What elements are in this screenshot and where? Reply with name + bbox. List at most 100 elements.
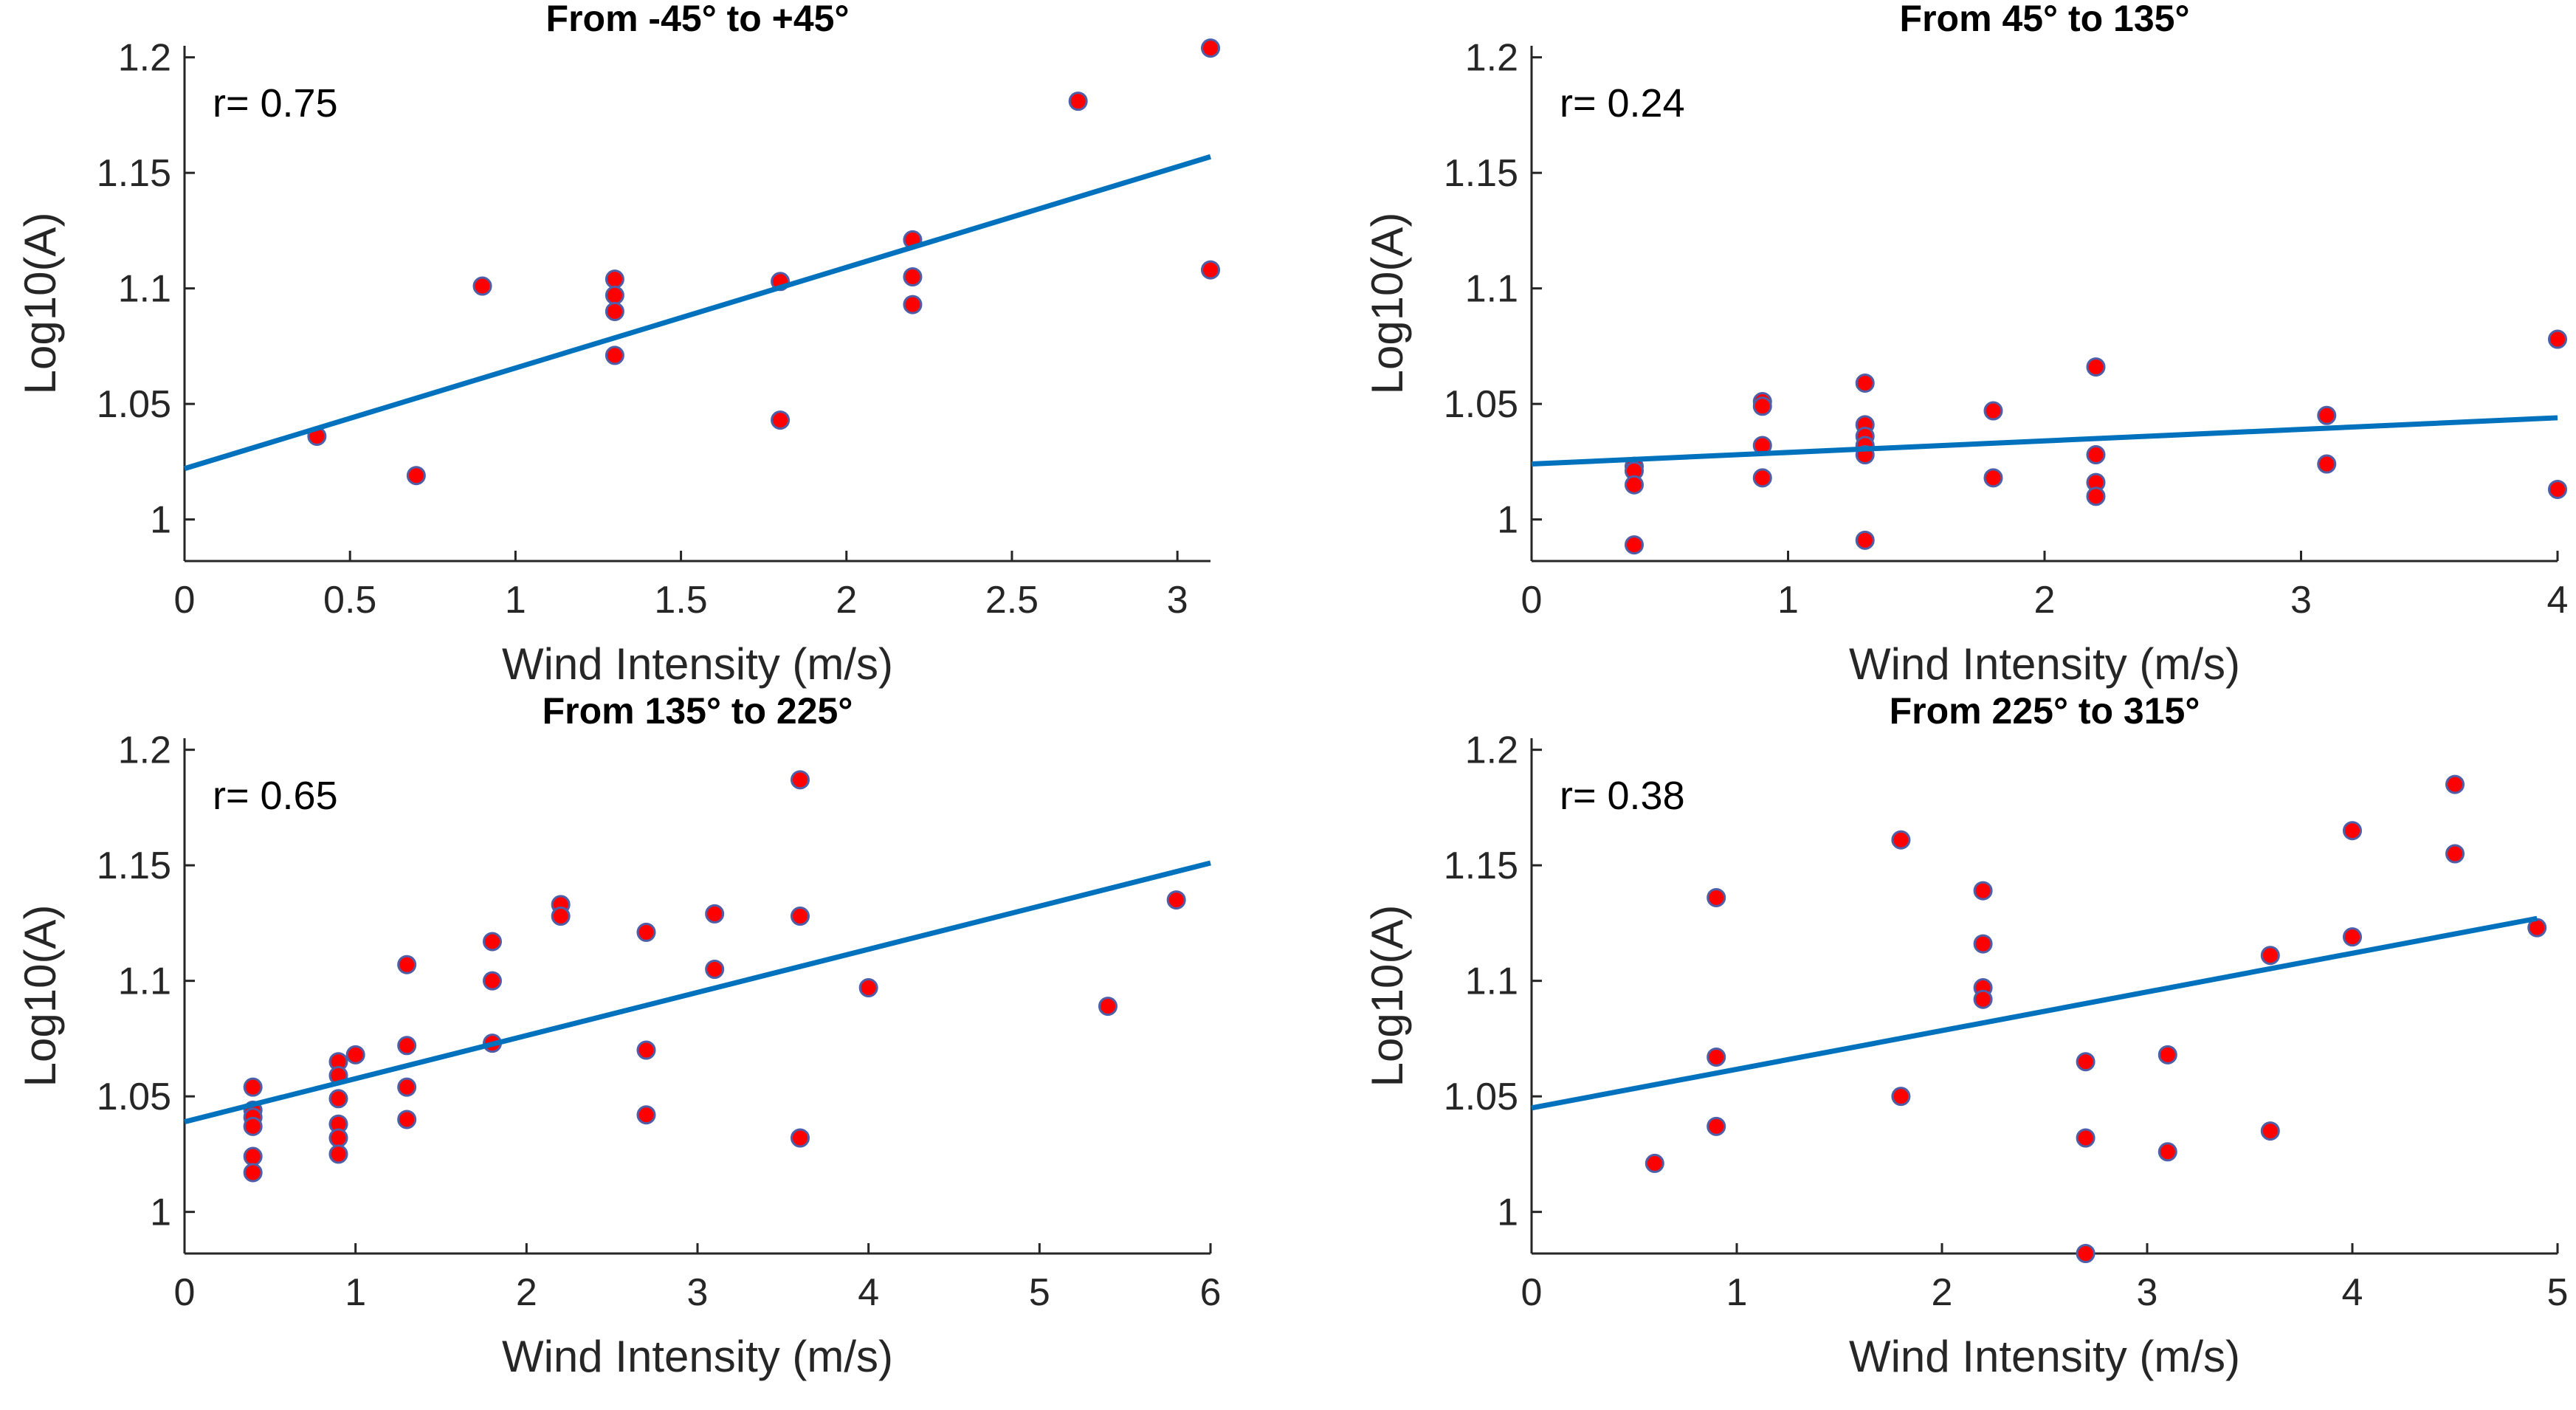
chart-title: From -45° to +45° bbox=[546, 0, 850, 39]
data-point bbox=[397, 955, 417, 974]
data-point bbox=[406, 466, 426, 486]
data-point bbox=[483, 932, 502, 952]
regression-line bbox=[1531, 915, 2538, 1111]
y-tick-label: 1.1 bbox=[118, 960, 171, 1003]
y-tick-label: 1 bbox=[1497, 1191, 1518, 1234]
x-tick-label: 4 bbox=[2342, 1271, 2363, 1314]
data-point bbox=[2076, 1128, 2095, 1148]
x-tick-label: 5 bbox=[1029, 1271, 1050, 1314]
data-point bbox=[328, 1144, 348, 1164]
scatter-series bbox=[307, 38, 1220, 486]
chart-title: From 135° to 225° bbox=[543, 690, 853, 732]
y-tick-label: 1.1 bbox=[1465, 960, 1518, 1003]
x-axis-label: Wind Intensity (m/s) bbox=[1849, 1332, 2240, 1381]
x-tick-label: 3 bbox=[687, 1271, 709, 1314]
x-tick-label: 2.5 bbox=[985, 579, 1039, 622]
data-point bbox=[636, 1040, 656, 1060]
data-point bbox=[858, 978, 878, 998]
x-tick-label: 0 bbox=[174, 1271, 196, 1314]
data-point bbox=[2317, 454, 2337, 474]
data-point bbox=[903, 267, 923, 287]
x-tick-label: 2 bbox=[836, 579, 857, 622]
x-axis-label: Wind Intensity (m/s) bbox=[502, 1332, 893, 1381]
data-point bbox=[1707, 1116, 1726, 1136]
data-point bbox=[2343, 821, 2362, 841]
data-point bbox=[1891, 1087, 1911, 1107]
data-point bbox=[1855, 373, 1875, 393]
y-tick-label: 1.2 bbox=[118, 729, 171, 772]
panel-1: 0 0.5 1 1.5 2 2.5 3 1 1.05 1.1 1.15 1.2 From -45° to… bbox=[16, 0, 1220, 689]
data-point bbox=[2343, 927, 2362, 947]
x-tick-label: 0 bbox=[1521, 1271, 1543, 1314]
y-tick-label: 1.05 bbox=[1444, 383, 1518, 426]
data-point bbox=[345, 1045, 365, 1065]
x-tick-label: 1 bbox=[1726, 1271, 1748, 1314]
scatter-series bbox=[1625, 329, 2567, 555]
data-point bbox=[472, 276, 492, 296]
data-point bbox=[243, 1163, 263, 1183]
chart-title: From 45° to 135° bbox=[1900, 0, 2190, 39]
data-point bbox=[1166, 890, 1186, 910]
data-point bbox=[791, 1128, 810, 1148]
scatter-series bbox=[1645, 774, 2547, 1263]
correlation-annotation: r= 0.24 bbox=[1560, 81, 1685, 125]
y-tick-label: 1.15 bbox=[97, 152, 171, 195]
data-point bbox=[1201, 38, 1220, 58]
data-point bbox=[2260, 946, 2280, 966]
data-point bbox=[605, 269, 624, 289]
data-point bbox=[1625, 475, 1644, 495]
y-tick-label: 1.15 bbox=[1444, 152, 1518, 195]
data-point bbox=[397, 1036, 417, 1056]
data-point bbox=[605, 286, 624, 306]
x-tick-label: 3 bbox=[2137, 1271, 2158, 1314]
data-point bbox=[2086, 445, 2106, 465]
y-tick-label: 1 bbox=[1497, 499, 1518, 542]
data-point bbox=[1973, 881, 1993, 901]
data-point bbox=[1752, 468, 1772, 488]
data-point bbox=[1973, 934, 1993, 954]
regression-line bbox=[183, 154, 1212, 472]
correlation-annotation: r= 0.38 bbox=[1560, 774, 1685, 818]
x-tick-label: 1 bbox=[1777, 579, 1799, 622]
data-point bbox=[705, 904, 725, 924]
y-axis-label: Log10(A) bbox=[1363, 213, 1412, 395]
data-point bbox=[605, 345, 624, 365]
correlation-annotation: r= 0.65 bbox=[213, 774, 338, 818]
x-tick-label: 5 bbox=[2547, 1271, 2569, 1314]
data-point bbox=[1973, 989, 1993, 1009]
data-point bbox=[1098, 997, 1117, 1017]
x-tick-label: 6 bbox=[1200, 1271, 1222, 1314]
data-point bbox=[2157, 1045, 2177, 1065]
y-tick-label: 1.1 bbox=[1465, 268, 1518, 311]
y-tick-label: 1.05 bbox=[97, 383, 171, 426]
data-point bbox=[1983, 468, 2003, 488]
y-tick-label: 1.2 bbox=[118, 37, 171, 80]
data-point bbox=[2548, 329, 2567, 349]
y-tick-label: 1 bbox=[150, 499, 171, 542]
x-tick-label: 3 bbox=[1167, 579, 1188, 622]
y-axis-label: Log10(A) bbox=[16, 905, 65, 1087]
y-tick-label: 1.15 bbox=[1444, 845, 1518, 887]
x-tick-label: 3 bbox=[2290, 579, 2312, 622]
x-tick-label: 1 bbox=[345, 1271, 366, 1314]
correlation-annotation: r= 0.75 bbox=[213, 81, 338, 125]
data-point bbox=[2086, 357, 2106, 377]
data-point bbox=[705, 960, 725, 980]
data-point bbox=[2260, 1121, 2280, 1141]
x-tick-label: 4 bbox=[858, 1271, 879, 1314]
data-point bbox=[903, 295, 923, 314]
x-axis-label: Wind Intensity (m/s) bbox=[502, 639, 893, 689]
x-tick-label: 0.5 bbox=[323, 579, 376, 622]
data-point bbox=[1891, 830, 1911, 850]
x-axis-label: Wind Intensity (m/s) bbox=[1849, 639, 2240, 689]
x-tick-label: 2 bbox=[1932, 1271, 1953, 1314]
data-point bbox=[791, 770, 810, 790]
regression-line bbox=[1531, 415, 2558, 467]
data-point bbox=[791, 907, 810, 926]
x-tick-label: 1.5 bbox=[654, 579, 707, 622]
data-point bbox=[1707, 1047, 1726, 1067]
data-point bbox=[636, 922, 656, 942]
